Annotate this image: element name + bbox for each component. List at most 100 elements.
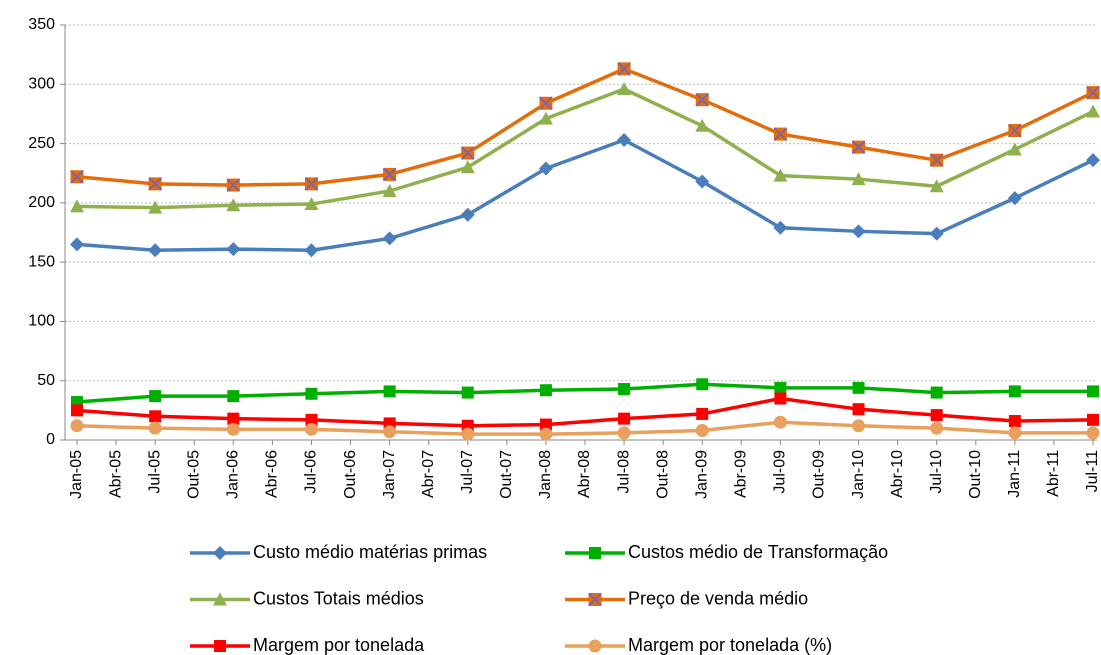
marker-cross <box>70 170 84 184</box>
series-line <box>76 420 1093 436</box>
x-tick-label: Jul-10 <box>928 450 945 494</box>
marker-cross <box>929 153 944 167</box>
y-tick-label: 150 <box>28 253 55 270</box>
marker <box>852 403 865 416</box>
marker <box>1008 385 1021 398</box>
y-tick-label: 100 <box>28 313 55 330</box>
x-tick-label: Out-06 <box>342 450 359 499</box>
marker <box>774 381 787 394</box>
y-tick-label: 200 <box>28 194 55 211</box>
y-tick-label: 250 <box>28 135 55 152</box>
legend-item: Custo médio matérias primas <box>190 542 487 562</box>
marker <box>1087 413 1099 426</box>
marker <box>773 168 788 182</box>
series-line <box>76 382 1093 404</box>
marker <box>617 82 632 96</box>
marker <box>70 419 84 433</box>
marker <box>148 421 162 435</box>
x-tick-label: Jan-10 <box>850 450 867 499</box>
x-tick-label: Jan-11 <box>1006 450 1023 498</box>
legend-label: Custos médio de Transformação <box>628 542 888 562</box>
series <box>71 392 1099 432</box>
legend-item: Custos médio de Transformação <box>565 542 888 562</box>
marker <box>617 133 632 148</box>
marker <box>773 220 788 235</box>
x-tick-label: Jan-08 <box>537 450 554 499</box>
marker-cross <box>851 140 866 154</box>
marker <box>226 198 241 212</box>
marker <box>383 385 396 398</box>
x-tick-label: Jan-05 <box>68 450 85 499</box>
marker <box>852 419 866 433</box>
marker <box>695 174 710 189</box>
marker <box>383 425 397 439</box>
marker <box>226 242 241 257</box>
marker <box>1087 385 1099 398</box>
x-tick-label: Out-08 <box>654 450 671 499</box>
marker <box>1007 191 1022 206</box>
marker <box>460 160 475 174</box>
marker <box>930 409 943 422</box>
x-tick-label: Abr-08 <box>576 450 593 498</box>
series <box>70 133 1100 258</box>
x-tick-label: Jul-07 <box>459 450 476 494</box>
x-tick-label: Abr-06 <box>264 450 281 498</box>
marker <box>305 413 318 426</box>
marker <box>382 231 397 246</box>
series-line <box>76 87 1094 210</box>
marker <box>773 415 787 429</box>
marker-cross <box>539 96 553 110</box>
marker <box>149 410 162 423</box>
legend-label: Preço de venda médio <box>628 588 808 608</box>
marker <box>461 427 475 441</box>
marker <box>227 412 240 425</box>
marker <box>304 243 319 258</box>
marker <box>695 118 710 132</box>
x-tick-label: Abr-11 <box>1045 450 1062 497</box>
legend-marker <box>213 546 227 560</box>
marker <box>539 427 553 441</box>
y-tick-label: 300 <box>28 76 55 93</box>
x-tick-label: Abr-10 <box>889 450 906 498</box>
marker-cross <box>382 167 397 182</box>
marker-cross <box>461 146 475 160</box>
legend-label: Margem por tonelada <box>253 635 425 655</box>
marker <box>696 407 709 420</box>
marker <box>852 381 865 394</box>
marker <box>1008 415 1021 428</box>
marker <box>1086 104 1100 118</box>
series-line <box>76 67 1094 187</box>
marker <box>695 424 709 438</box>
marker <box>774 392 787 405</box>
series-line <box>76 396 1094 428</box>
x-tick-label: Out-07 <box>498 450 515 499</box>
legend-marker <box>589 547 601 559</box>
legend-label: Custos Totais médios <box>253 588 424 608</box>
x-tick-label: Jan-09 <box>693 450 710 499</box>
y-tick-label: 0 <box>46 431 55 448</box>
marker <box>851 224 866 239</box>
marker <box>929 226 944 241</box>
x-tick-label: Out-10 <box>967 450 984 499</box>
marker-cross <box>617 62 631 76</box>
marker-cross <box>695 92 709 107</box>
marker <box>70 237 84 252</box>
marker-cross <box>773 127 788 141</box>
legend-marker <box>588 639 602 653</box>
marker <box>460 207 475 222</box>
marker-cross <box>226 178 241 192</box>
marker <box>930 421 944 435</box>
marker <box>696 378 709 391</box>
marker <box>851 172 866 186</box>
marker <box>1007 142 1022 156</box>
legend-marker <box>213 592 227 606</box>
legend-item: Margem por tonelada (%) <box>565 635 832 655</box>
series <box>71 378 1099 409</box>
legend-item: Custos Totais médios <box>190 588 424 608</box>
series <box>70 62 1100 192</box>
x-tick-label: Jan-06 <box>225 450 242 499</box>
marker <box>617 426 631 440</box>
legend-item: Margem por tonelada <box>190 635 425 655</box>
marker <box>148 200 163 214</box>
